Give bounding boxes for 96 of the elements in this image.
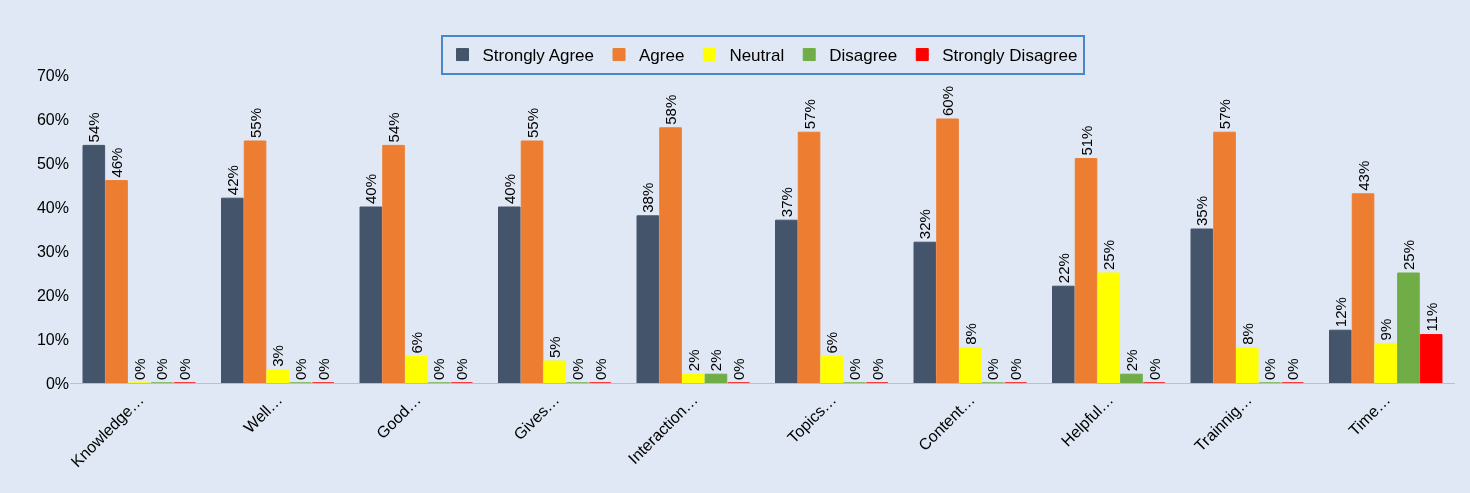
data-label: 0%	[1007, 358, 1025, 380]
y-tick-label: 20%	[36, 286, 69, 304]
data-label: 8%	[1238, 323, 1256, 345]
bar	[820, 356, 844, 383]
data-label: 0%	[568, 358, 586, 380]
data-label: 8%	[961, 323, 979, 345]
data-label: 25%	[1399, 239, 1417, 270]
data-label: 42%	[223, 165, 241, 196]
data-label: 9%	[1377, 318, 1395, 341]
data-label: 0%	[1261, 358, 1279, 380]
bar	[797, 131, 821, 383]
bar	[1190, 228, 1214, 383]
bar	[659, 127, 682, 383]
data-label: 0%	[314, 358, 332, 380]
bar	[958, 347, 982, 383]
data-label: 11%	[1422, 302, 1440, 332]
bar	[913, 241, 937, 383]
data-label: 2%	[707, 349, 725, 372]
bar	[1397, 272, 1420, 383]
data-label: 6%	[823, 331, 841, 354]
data-label: 0%	[730, 358, 748, 380]
data-label: 40%	[362, 173, 380, 204]
data-label: 0%	[845, 358, 863, 380]
bar	[1120, 373, 1143, 383]
data-label: 38%	[639, 182, 657, 213]
data-label: 43%	[1354, 160, 1372, 191]
data-label: 0%	[1145, 358, 1163, 380]
bar	[266, 369, 290, 383]
data-label: 2%	[1122, 349, 1140, 372]
data-label: 25%	[1100, 239, 1118, 270]
data-label: 57%	[800, 99, 818, 130]
data-label: 57%	[1216, 99, 1234, 130]
bar	[636, 215, 660, 383]
bar	[221, 197, 244, 383]
data-label: 40%	[500, 173, 518, 204]
bar	[775, 219, 798, 383]
data-label: 0%	[176, 358, 194, 380]
data-label: 55%	[523, 107, 541, 138]
data-label: 0%	[153, 358, 171, 380]
bar	[1052, 285, 1075, 383]
y-tick-label: 60%	[36, 110, 69, 128]
y-tick-label: 50%	[36, 154, 69, 172]
data-label: 0%	[453, 358, 471, 380]
legend-label: Agree	[639, 46, 685, 66]
data-label: 37%	[777, 187, 795, 218]
legend-label: Strongly Disagree	[942, 46, 1078, 66]
bar	[1329, 329, 1352, 383]
legend-label: Strongly Agree	[482, 46, 595, 66]
data-label: 5%	[546, 336, 564, 358]
bar	[1097, 272, 1121, 383]
data-label: 35%	[1193, 195, 1211, 226]
bar	[1374, 342, 1398, 383]
y-tick-label: 40%	[36, 198, 69, 216]
bar	[243, 140, 267, 383]
data-label: 58%	[662, 94, 680, 125]
data-label: 0%	[591, 358, 609, 380]
data-label: 46%	[108, 147, 126, 178]
bar	[498, 206, 521, 383]
y-tick-label: 0%	[45, 374, 69, 392]
data-label: 0%	[868, 358, 886, 380]
bar	[543, 360, 567, 383]
data-label: 60%	[939, 85, 957, 116]
bar	[520, 140, 544, 383]
bar	[936, 118, 959, 383]
data-label: 12%	[1331, 297, 1349, 328]
data-label: 55%	[246, 107, 264, 138]
data-label: 2%	[684, 349, 702, 372]
data-label: 54%	[85, 112, 103, 143]
bar	[82, 144, 106, 383]
bar	[1351, 193, 1375, 383]
bar	[681, 373, 705, 383]
bar	[1213, 131, 1236, 383]
data-label: 0%	[1284, 358, 1302, 380]
data-label: 22%	[1054, 253, 1072, 284]
bar	[704, 373, 728, 383]
data-label: 0%	[430, 358, 448, 380]
y-tick-label: 10%	[36, 330, 69, 348]
legend-label: Neutral	[729, 46, 785, 66]
data-label: 3%	[269, 345, 287, 367]
y-tick-label: 30%	[36, 242, 69, 260]
bar	[1419, 334, 1443, 383]
bar	[1074, 158, 1098, 383]
data-label: 51%	[1077, 125, 1095, 156]
y-tick-label: 70%	[36, 66, 69, 84]
data-label: 32%	[916, 209, 934, 240]
data-label: 54%	[385, 112, 403, 143]
data-label: 0%	[984, 358, 1002, 380]
bar	[404, 356, 428, 383]
bar	[382, 144, 405, 383]
bar	[359, 206, 383, 383]
legend-label: Disagree	[829, 46, 898, 66]
data-label: 0%	[291, 358, 309, 380]
data-label: 6%	[407, 331, 425, 354]
bar	[105, 180, 128, 383]
bar	[1235, 347, 1259, 383]
data-label: 0%	[130, 358, 148, 380]
